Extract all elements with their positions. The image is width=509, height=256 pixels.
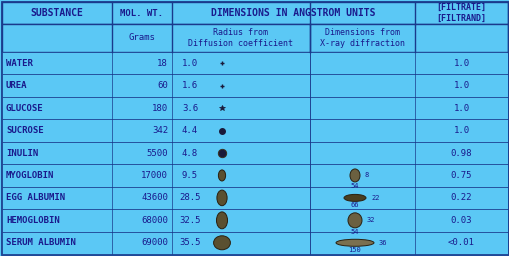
Text: UREA: UREA xyxy=(6,81,27,90)
Text: 69000: 69000 xyxy=(141,238,167,247)
Ellipse shape xyxy=(216,190,227,206)
Text: 35.5: 35.5 xyxy=(179,238,201,247)
Text: 3.6: 3.6 xyxy=(182,104,197,113)
Text: 4.8: 4.8 xyxy=(182,148,197,157)
Ellipse shape xyxy=(213,236,230,250)
Text: EGG ALBUMIN: EGG ALBUMIN xyxy=(6,193,65,202)
Text: 5500: 5500 xyxy=(146,148,167,157)
Text: SUCROSE: SUCROSE xyxy=(6,126,44,135)
Text: Dimensions from
X-ray diffraction: Dimensions from X-ray diffraction xyxy=(319,28,404,48)
Text: 54: 54 xyxy=(350,229,358,235)
Text: 0.22: 0.22 xyxy=(450,193,471,202)
Bar xyxy=(2,119,507,142)
Text: 0.98: 0.98 xyxy=(450,148,471,157)
Ellipse shape xyxy=(335,239,373,246)
Text: 28.5: 28.5 xyxy=(179,193,201,202)
Ellipse shape xyxy=(216,212,227,229)
Text: 1.0: 1.0 xyxy=(453,104,469,113)
Text: 32.5: 32.5 xyxy=(179,216,201,225)
Text: 17000: 17000 xyxy=(141,171,167,180)
Text: 43600: 43600 xyxy=(141,193,167,202)
Text: 0.75: 0.75 xyxy=(450,171,471,180)
Bar xyxy=(2,97,507,119)
Bar xyxy=(2,209,507,232)
Text: 8: 8 xyxy=(364,173,369,178)
Text: MOL. WT.: MOL. WT. xyxy=(120,8,163,17)
Text: SERUM ALBUMIN: SERUM ALBUMIN xyxy=(6,238,76,247)
Ellipse shape xyxy=(344,194,365,201)
Text: [FILTRATE]
[FILTRAND]: [FILTRATE] [FILTRAND] xyxy=(436,3,486,23)
Text: 1.0: 1.0 xyxy=(182,59,197,68)
Text: GLUCOSE: GLUCOSE xyxy=(6,104,44,113)
Text: INULIN: INULIN xyxy=(6,148,38,157)
Text: Grams: Grams xyxy=(128,34,155,42)
Text: DIMENSIONS IN ANGSTROM UNITS: DIMENSIONS IN ANGSTROM UNITS xyxy=(211,8,375,18)
Text: 1.6: 1.6 xyxy=(182,81,197,90)
Text: 1.0: 1.0 xyxy=(453,81,469,90)
Text: 32: 32 xyxy=(366,217,375,223)
Text: 36: 36 xyxy=(378,240,387,246)
Text: 0.03: 0.03 xyxy=(450,216,471,225)
Bar xyxy=(2,74,507,97)
Text: 66: 66 xyxy=(350,202,358,208)
Ellipse shape xyxy=(347,213,361,228)
Text: 180: 180 xyxy=(152,104,167,113)
Text: 1.0: 1.0 xyxy=(453,59,469,68)
Text: 54: 54 xyxy=(350,183,358,189)
Text: 150: 150 xyxy=(348,247,361,253)
Text: 1.0: 1.0 xyxy=(453,126,469,135)
Bar xyxy=(2,2,507,24)
Text: 4.4: 4.4 xyxy=(182,126,197,135)
Bar xyxy=(2,24,507,52)
Text: HEMOGLOBIN: HEMOGLOBIN xyxy=(6,216,60,225)
Bar xyxy=(2,164,507,187)
Text: WATER: WATER xyxy=(6,59,33,68)
Bar xyxy=(2,52,507,74)
Text: 22: 22 xyxy=(370,195,379,201)
Bar xyxy=(2,142,507,164)
Ellipse shape xyxy=(218,170,225,181)
Text: Radius from
Diffusion coefficient: Radius from Diffusion coefficient xyxy=(188,28,293,48)
Text: 68000: 68000 xyxy=(141,216,167,225)
Bar xyxy=(2,232,507,254)
Text: 18: 18 xyxy=(157,59,167,68)
Text: MYOGLOBIN: MYOGLOBIN xyxy=(6,171,54,180)
Text: 342: 342 xyxy=(152,126,167,135)
Ellipse shape xyxy=(349,169,359,182)
Text: <0.01: <0.01 xyxy=(447,238,474,247)
Text: 60: 60 xyxy=(157,81,167,90)
Text: 9.5: 9.5 xyxy=(182,171,197,180)
Text: SUBSTANCE: SUBSTANCE xyxy=(31,8,83,18)
Bar xyxy=(2,187,507,209)
